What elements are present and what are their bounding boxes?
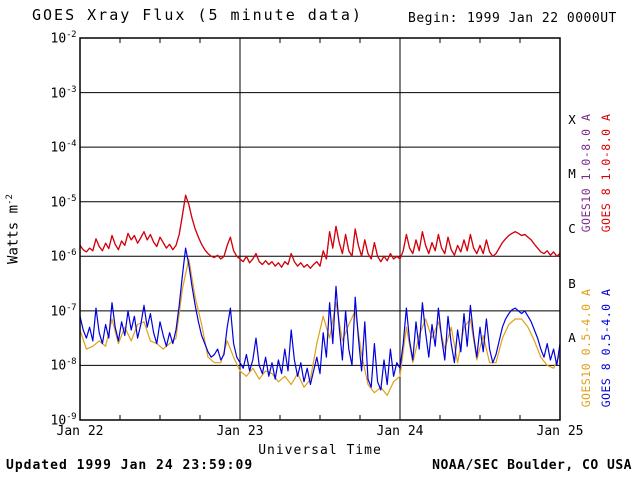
y-tick-label: 10-5 xyxy=(50,193,77,211)
series-side-label: GOES10 0.5-4.0 A xyxy=(579,288,593,408)
y-tick-label: 10-9 xyxy=(50,412,77,429)
y-tick-label: 10-2 xyxy=(50,30,77,47)
begin-time: Begin: 1999 Jan 22 0000UT xyxy=(408,11,617,26)
series-side-label: GOES 8 0.5-4.0 A xyxy=(599,288,613,408)
x-axis-title: Universal Time xyxy=(258,443,382,458)
y-tick-label: 10-3 xyxy=(50,84,77,101)
series-trace xyxy=(79,194,561,269)
begin-label: Begin: xyxy=(408,11,458,26)
begin-value: 1999 Jan 22 0000UT xyxy=(466,11,617,26)
source-credit: NOAA/SEC Boulder, CO USA xyxy=(432,458,632,473)
flare-class-letter: C xyxy=(568,221,576,236)
updated-timestamp: Updated 1999 Jan 24 23:59:09 xyxy=(6,458,254,473)
flare-class-letter: B xyxy=(568,275,576,291)
series-trace xyxy=(79,194,561,269)
x-tick-label: Jan 25 xyxy=(536,424,584,439)
x-tick-label: Jan 22 xyxy=(56,424,104,439)
y-tick-label: 10-4 xyxy=(50,139,77,156)
flare-class-letter: X xyxy=(568,111,576,127)
x-tick-label: Jan 24 xyxy=(376,424,424,439)
y-tick-label: 10-8 xyxy=(50,357,77,374)
y-tick-label: 10-6 xyxy=(50,248,77,265)
flare-class-letter: M xyxy=(568,166,576,182)
x-tick-label: Jan 23 xyxy=(216,424,264,439)
plot-border xyxy=(79,37,561,421)
y-tick-label: 10-7 xyxy=(50,302,77,320)
flare-class-letter: A xyxy=(568,330,576,346)
series-trace xyxy=(79,247,561,391)
chart-title: GOES Xray Flux (5 minute data) xyxy=(32,6,363,24)
series-trace xyxy=(79,258,561,396)
